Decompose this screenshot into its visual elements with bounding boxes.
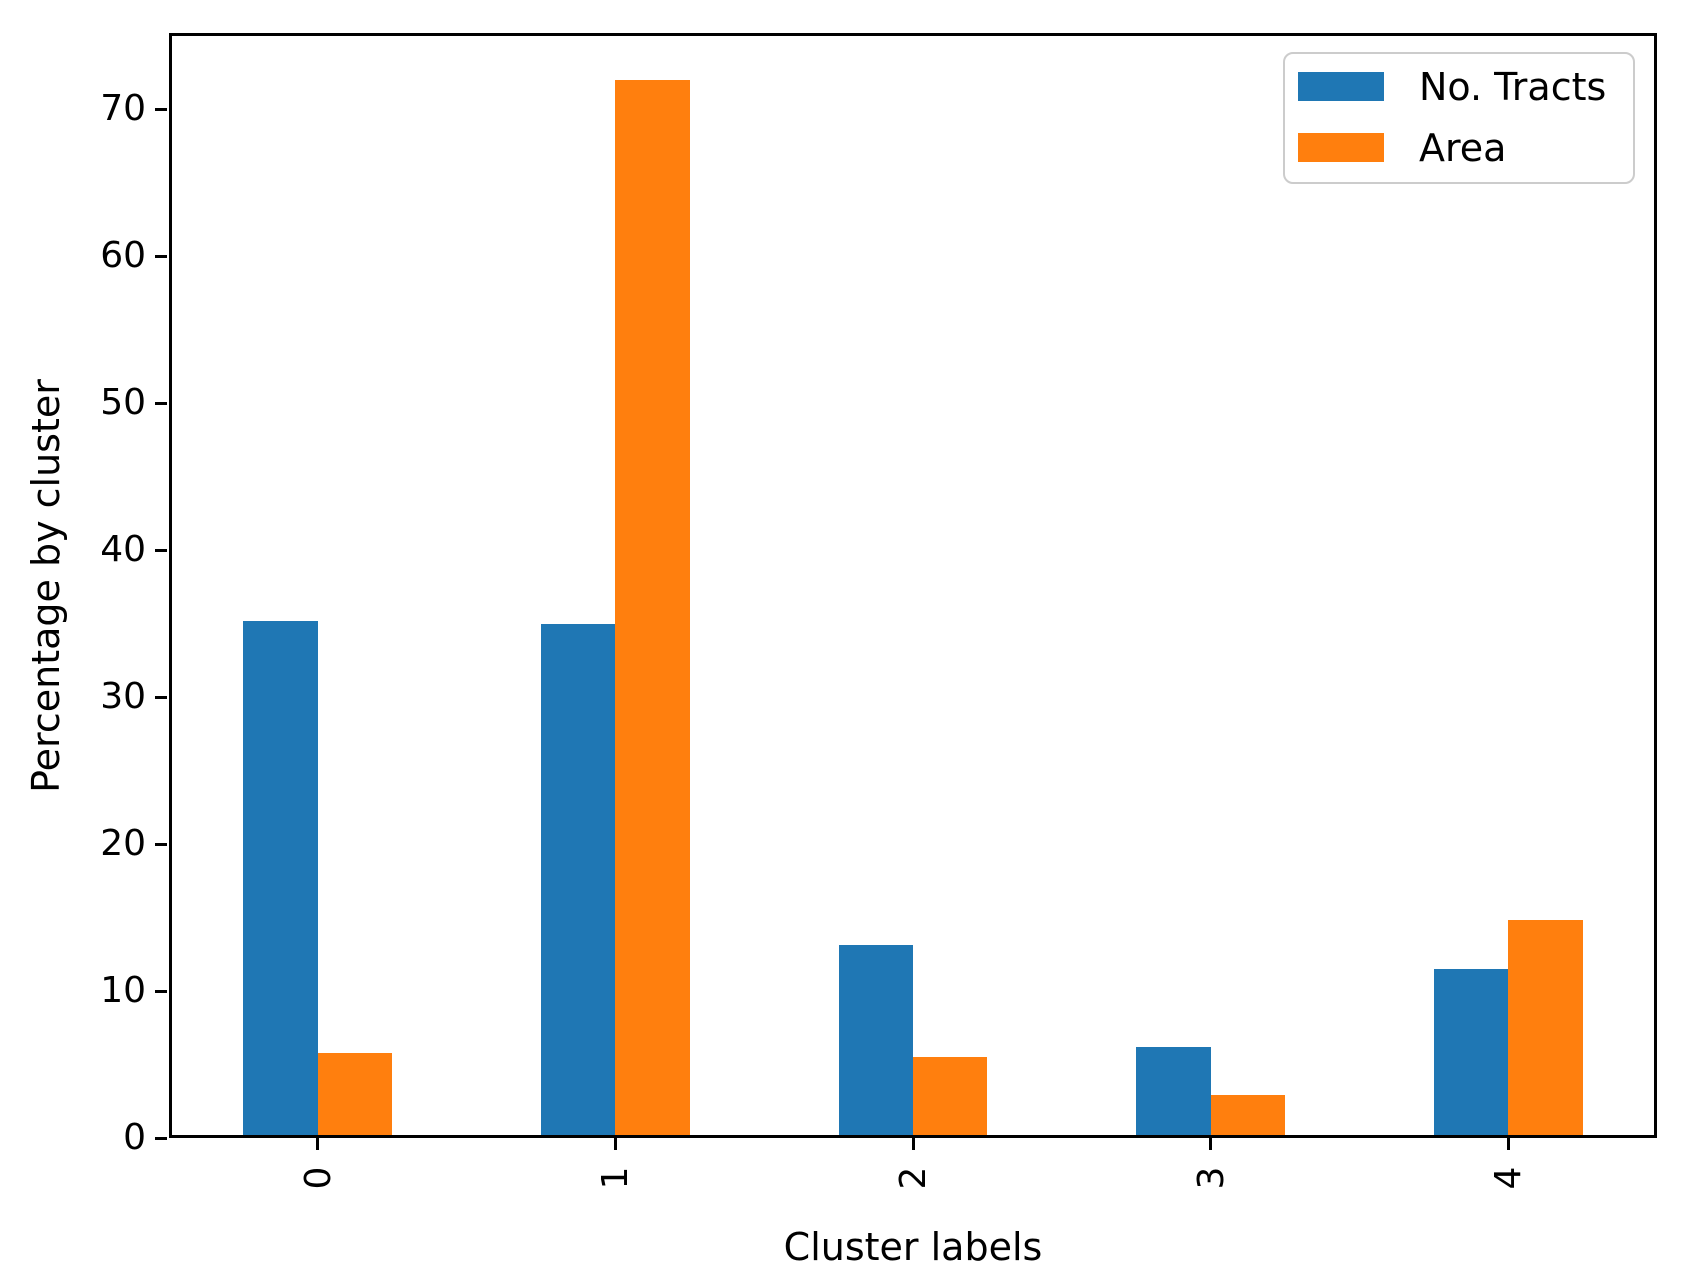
y-tick-mark-10 <box>155 989 167 993</box>
legend-label-area: Area <box>1419 125 1507 170</box>
bar-no-tracts-cluster-4 <box>1433 968 1509 1135</box>
y-tick-mark-60 <box>155 254 167 258</box>
x-tick-mark-2 <box>911 1138 915 1150</box>
y-tick-label-20: 20 <box>100 823 146 865</box>
y-tick-mark-0 <box>155 1136 167 1140</box>
y-tick-label-40: 40 <box>100 529 146 571</box>
legend-label-no-tracts: No. Tracts <box>1419 64 1607 109</box>
y-tick-mark-30 <box>155 695 167 699</box>
x-axis-label: Cluster labels <box>783 1225 1043 1269</box>
y-tick-mark-20 <box>155 842 167 846</box>
bar-no-tracts-cluster-3 <box>1136 1046 1211 1135</box>
bar-no-tracts-cluster-1 <box>541 623 616 1135</box>
y-tick-mark-70 <box>155 107 167 111</box>
bar-area-cluster-4 <box>1508 920 1583 1135</box>
x-tick-label-3: 3 <box>1190 1166 1232 1190</box>
y-tick-label-60: 60 <box>100 235 146 277</box>
legend-item-area: Area <box>1285 117 1633 178</box>
y-tick-label-50: 50 <box>100 382 146 424</box>
legend: No. Tracts Area <box>1283 52 1635 184</box>
plot-area <box>169 33 1657 1138</box>
legend-item-no-tracts: No. Tracts <box>1285 56 1633 117</box>
bar-area-cluster-3 <box>1210 1095 1285 1135</box>
y-tick-label-30: 30 <box>100 676 146 718</box>
x-tick-label-2: 2 <box>892 1166 934 1190</box>
bar-area-cluster-0 <box>317 1052 393 1135</box>
x-tick-label-1: 1 <box>594 1166 636 1190</box>
bar-area-cluster-1 <box>615 79 690 1135</box>
y-tick-label-70: 70 <box>100 88 146 130</box>
y-tick-label-0: 0 <box>123 1117 146 1158</box>
x-tick-mark-1 <box>613 1138 617 1150</box>
x-tick-mark-0 <box>316 1138 320 1150</box>
bar-area-cluster-2 <box>913 1057 988 1135</box>
x-tick-label-0: 0 <box>297 1166 339 1190</box>
x-tick-mark-4 <box>1506 1138 1510 1150</box>
y-tick-mark-50 <box>155 401 167 405</box>
y-tick-mark-40 <box>155 548 167 552</box>
y-axis-label: Percentage by cluster <box>24 379 68 793</box>
x-tick-mark-3 <box>1209 1138 1213 1150</box>
bar-no-tracts-cluster-2 <box>838 945 913 1135</box>
legend-swatch-area <box>1298 133 1384 162</box>
legend-swatch-no-tracts <box>1298 72 1384 101</box>
bar-no-tracts-cluster-0 <box>243 620 318 1135</box>
y-tick-label-10: 10 <box>100 970 146 1012</box>
x-tick-label-4: 4 <box>1487 1166 1529 1190</box>
